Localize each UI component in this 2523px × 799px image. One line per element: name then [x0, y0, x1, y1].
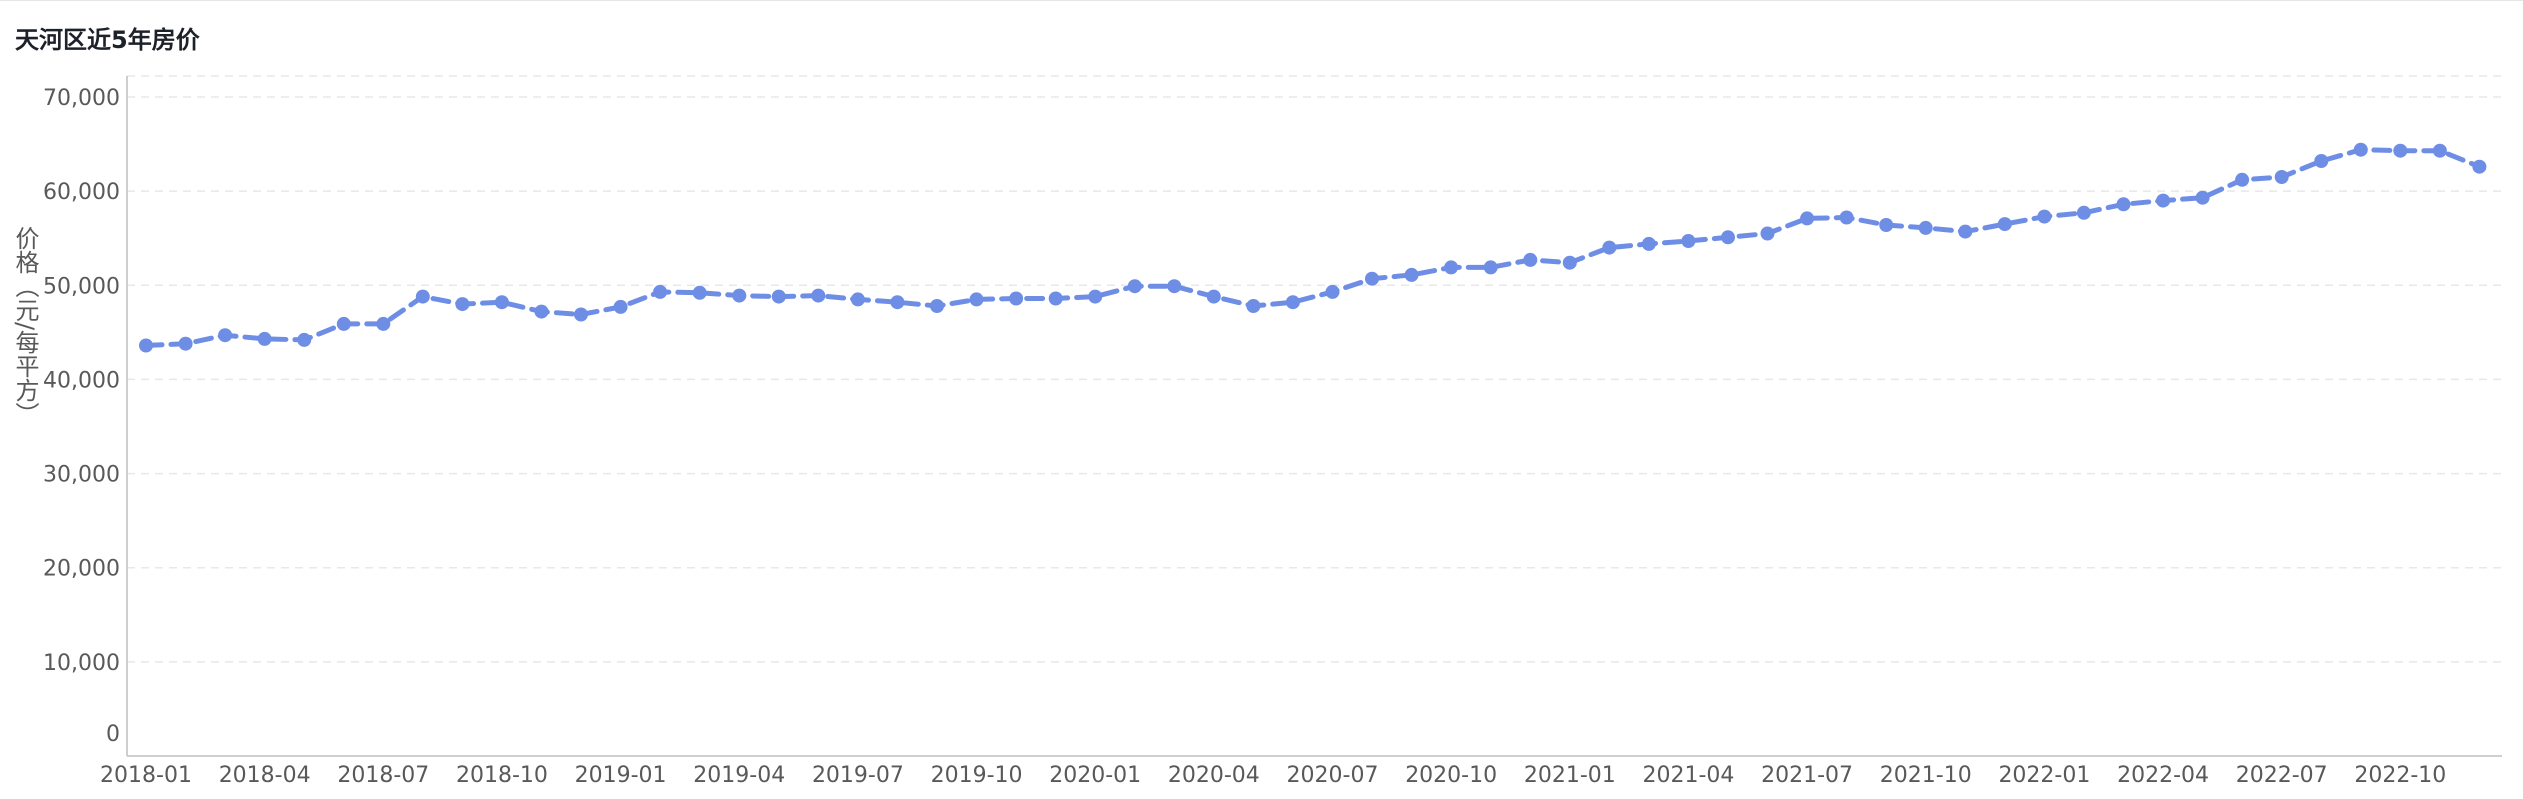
data-point[interactable] — [376, 316, 391, 331]
data-point[interactable] — [1444, 260, 1459, 275]
data-point[interactable] — [2393, 143, 2408, 158]
data-point[interactable] — [2472, 159, 2487, 174]
x-tick-label: 2019-07 — [812, 763, 904, 788]
data-point[interactable] — [1365, 271, 1379, 286]
data-point[interactable] — [1760, 226, 1775, 241]
data-point[interactable] — [1958, 224, 1973, 239]
data-point[interactable] — [1167, 279, 1182, 294]
y-tick-labels: 0 10,000 20,000 30,000 40,000 50,000 60,000 70,… — [43, 86, 120, 747]
data-point[interactable] — [2037, 209, 2052, 224]
x-tick-label: 2019-04 — [693, 763, 785, 788]
data-point[interactable] — [2156, 193, 2171, 208]
x-tick-label: 2021-10 — [1880, 763, 1972, 788]
data-point[interactable] — [811, 288, 826, 303]
data-point[interactable] — [1088, 289, 1103, 304]
data-point[interactable] — [574, 307, 588, 322]
y-tick-label: 10,000 — [43, 651, 120, 676]
data-point[interactable] — [850, 292, 865, 307]
data-point[interactable] — [1879, 218, 1894, 232]
data-point[interactable] — [1206, 289, 1221, 304]
x-tick-label: 2022-04 — [2117, 763, 2209, 788]
x-tick-label: 2019-01 — [575, 763, 667, 788]
x-tick-label: 2022-01 — [1998, 763, 2090, 788]
chart-title: 天河区近5年房价 — [15, 26, 200, 54]
data-point[interactable] — [336, 316, 351, 331]
data-point[interactable] — [257, 331, 272, 346]
x-tick-label: 2022-07 — [2236, 763, 2328, 788]
y-axis-label: 价格（元/每平方） — [11, 226, 39, 426]
x-tick-labels: 2018-01 2018-04 2018-07 2018-10 2019-01 2019-… — [100, 763, 2446, 788]
data-point[interactable] — [1602, 240, 1617, 255]
x-tick-label: 2018-10 — [456, 763, 548, 788]
x-tick-label: 2020-10 — [1405, 763, 1497, 788]
data-point[interactable] — [455, 297, 470, 312]
x-tick-label: 2020-01 — [1049, 763, 1141, 788]
data-point[interactable] — [2274, 170, 2289, 184]
data-point[interactable] — [1681, 234, 1696, 248]
data-point[interactable] — [2076, 205, 2091, 220]
data-point[interactable] — [1562, 255, 1577, 270]
data-point[interactable] — [613, 299, 628, 314]
y-tick-label: 20,000 — [43, 557, 120, 582]
data-point[interactable] — [2314, 154, 2329, 168]
x-tick-label: 2019-10 — [931, 763, 1023, 788]
top-border — [0, 0, 2523, 1]
data-points — [139, 142, 2487, 353]
data-point[interactable] — [1483, 260, 1498, 275]
data-point[interactable] — [1325, 284, 1340, 299]
data-point[interactable] — [1721, 230, 1735, 245]
data-point[interactable] — [178, 336, 193, 351]
data-point[interactable] — [1641, 236, 1656, 251]
x-tick-label: 2020-07 — [1287, 763, 1379, 788]
grid-lines — [127, 75, 2502, 663]
axes — [126, 76, 2502, 757]
data-point[interactable] — [2432, 143, 2447, 158]
y-tick-label: 60,000 — [43, 180, 120, 205]
y-tick-label: 0 — [106, 722, 120, 747]
data-point[interactable] — [534, 304, 549, 319]
data-point[interactable] — [1997, 217, 2012, 232]
series-line — [143, 147, 2482, 348]
x-tick-label: 2021-01 — [1524, 763, 1616, 788]
data-point[interactable] — [930, 299, 944, 313]
x-tick-label: 2020-04 — [1168, 763, 1260, 788]
data-point[interactable] — [2195, 190, 2210, 205]
data-point[interactable] — [297, 332, 312, 347]
data-point[interactable] — [653, 284, 668, 299]
y-tick-label: 50,000 — [43, 274, 120, 299]
y-tick-label: 40,000 — [43, 368, 120, 393]
data-point[interactable] — [218, 328, 233, 343]
data-point[interactable] — [2353, 142, 2368, 157]
x-tick-label: 2018-04 — [219, 763, 311, 788]
data-point[interactable] — [771, 289, 786, 304]
data-point[interactable] — [415, 289, 430, 304]
data-point[interactable] — [2235, 172, 2250, 187]
data-point[interactable] — [692, 285, 707, 300]
data-point[interactable] — [139, 338, 153, 353]
data-point[interactable] — [1009, 291, 1024, 306]
data-point[interactable] — [1404, 267, 1419, 282]
data-point[interactable] — [890, 295, 905, 310]
x-tick-label: 2018-07 — [337, 763, 429, 788]
data-point[interactable] — [1523, 252, 1538, 267]
y-tick-label: 70,000 — [43, 86, 120, 111]
data-point[interactable] — [1285, 295, 1300, 310]
data-point[interactable] — [1246, 299, 1261, 313]
data-point[interactable] — [494, 295, 509, 310]
data-point[interactable] — [1839, 210, 1854, 225]
data-point[interactable] — [1918, 220, 1933, 235]
y-tick-label: 30,000 — [43, 463, 120, 488]
data-point[interactable] — [2116, 197, 2131, 212]
data-point[interactable] — [1800, 211, 1815, 226]
x-tick-label: 2021-07 — [1761, 763, 1853, 788]
data-point[interactable] — [969, 292, 984, 307]
data-point[interactable] — [1127, 279, 1142, 294]
data-point[interactable] — [1048, 291, 1063, 306]
x-tick-label: 2022-10 — [2354, 763, 2446, 788]
x-tick-label: 2018-01 — [100, 763, 192, 788]
x-tick-label: 2021-04 — [1642, 763, 1734, 788]
data-point[interactable] — [732, 288, 747, 303]
